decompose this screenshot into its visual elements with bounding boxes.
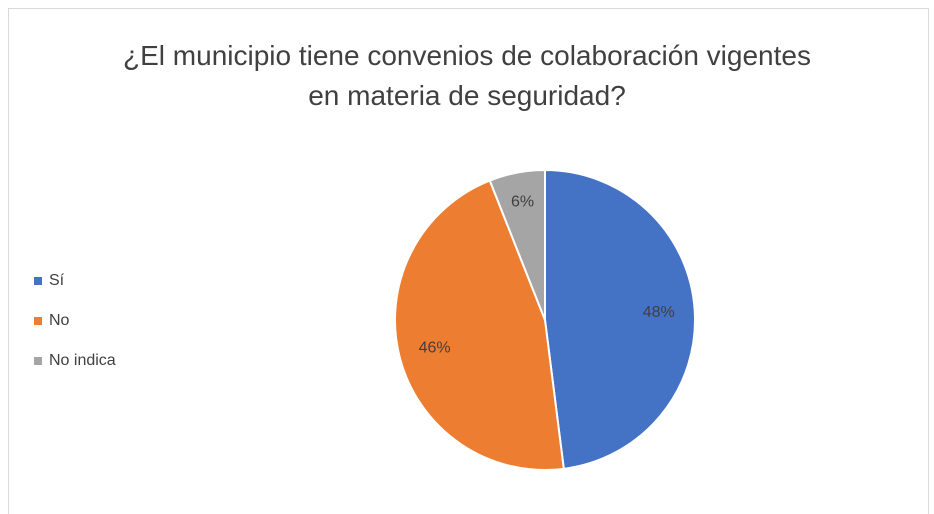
data-label: 48% — [643, 304, 675, 321]
legend-label: No — [49, 312, 70, 329]
data-label: 6% — [511, 193, 534, 210]
pie-slice — [394, 179, 565, 471]
legend-swatch — [34, 277, 42, 285]
chart-title: ¿El municipio tiene convenios de colabor… — [123, 40, 811, 111]
chart-border — [8, 8, 929, 514]
pie-slice — [488, 168, 546, 321]
legend-swatch — [34, 357, 42, 365]
legend-label: Sí — [49, 272, 65, 289]
legend-label: No indica — [49, 352, 116, 369]
pie-slice — [544, 168, 696, 470]
data-label: 46% — [419, 340, 451, 357]
legend-swatch — [34, 317, 42, 325]
